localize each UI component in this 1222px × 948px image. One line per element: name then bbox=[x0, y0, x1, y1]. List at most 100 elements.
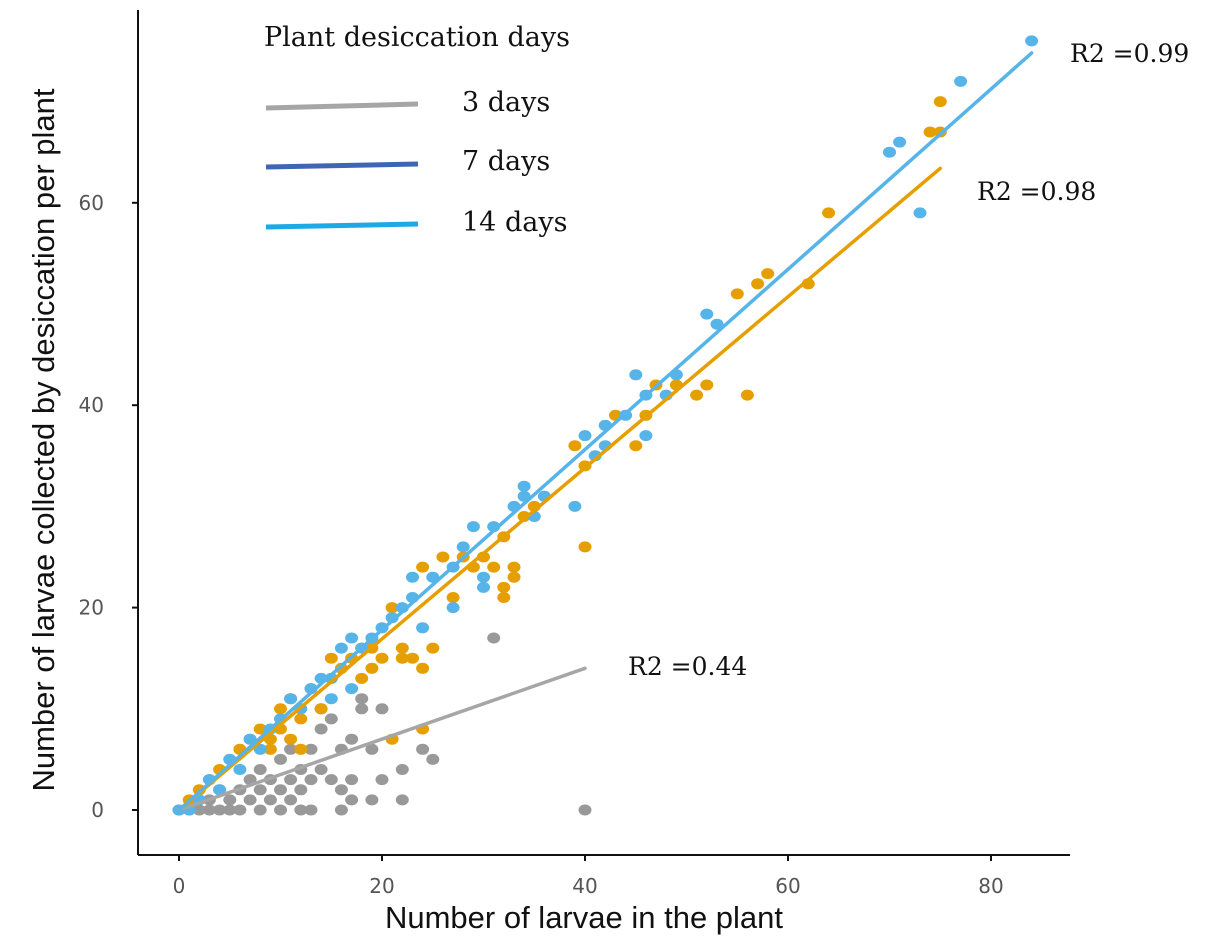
x-tick-label-60: 60 bbox=[775, 874, 800, 898]
point-3-days-8 bbox=[223, 794, 237, 806]
point-7-days-45 bbox=[497, 592, 511, 603]
point-3-days-21 bbox=[284, 794, 298, 806]
point-7-days-10 bbox=[263, 743, 277, 755]
point-3-days-43 bbox=[365, 743, 379, 755]
point-14-days-49 bbox=[639, 430, 653, 442]
point-7-days-32 bbox=[406, 652, 419, 664]
point-14-days-16 bbox=[324, 693, 338, 705]
legend: Plant desiccation days 3 days 7 days 14 … bbox=[264, 22, 570, 238]
point-14-days-6 bbox=[233, 764, 247, 775]
point-3-days-11 bbox=[243, 794, 257, 806]
x-tick-label-0: 0 bbox=[173, 874, 186, 898]
x-tick-label-20: 20 bbox=[369, 874, 394, 898]
point-7-days-42 bbox=[487, 561, 501, 573]
fit-lines bbox=[177, 51, 1034, 812]
axes bbox=[137, 10, 1070, 856]
point-7-days-61 bbox=[730, 288, 744, 300]
point-7-days-26 bbox=[365, 662, 379, 674]
legend-swatch-7-days bbox=[265, 161, 419, 170]
point-14-days-31 bbox=[456, 541, 470, 553]
y-tick-label-60: 60 bbox=[79, 191, 104, 215]
point-3-days-10 bbox=[233, 804, 247, 816]
point-3-days-26 bbox=[294, 804, 308, 816]
point-7-days-69 bbox=[933, 96, 947, 108]
point-3-days-44 bbox=[365, 794, 379, 806]
point-3-days-2 bbox=[192, 804, 206, 816]
point-7-days-60 bbox=[700, 379, 714, 391]
point-7-days-27 bbox=[375, 652, 389, 664]
point-3-days-33 bbox=[324, 774, 338, 786]
point-14-days-23 bbox=[385, 612, 399, 624]
legend-swatch-3-days bbox=[265, 101, 419, 111]
point-3-days-29 bbox=[304, 743, 318, 755]
point-7-days-28 bbox=[385, 602, 399, 614]
point-3-days-31 bbox=[314, 723, 328, 735]
point-3-days-30 bbox=[314, 764, 328, 775]
point-3-days-34 bbox=[324, 713, 338, 725]
point-3-days-41 bbox=[355, 693, 369, 705]
point-7-days-63 bbox=[751, 278, 765, 290]
data-points bbox=[172, 35, 1039, 816]
y-tick-label-0: 0 bbox=[91, 798, 104, 822]
fit-line-7-days bbox=[177, 166, 942, 812]
point-3-days-42 bbox=[355, 703, 369, 715]
y-tick-label-20: 20 bbox=[79, 596, 104, 620]
point-7-days-11 bbox=[274, 703, 287, 715]
point-14-days-41 bbox=[568, 500, 582, 512]
point-3-days-48 bbox=[395, 764, 409, 775]
point-3-days-46 bbox=[375, 703, 389, 715]
point-7-days-8 bbox=[253, 723, 267, 735]
point-7-days-44 bbox=[497, 581, 511, 593]
point-3-days-13 bbox=[253, 804, 267, 816]
point-14-days-4 bbox=[213, 784, 227, 796]
point-14-days-56 bbox=[913, 207, 927, 219]
point-3-days-6 bbox=[213, 804, 227, 816]
point-3-days-35 bbox=[334, 804, 348, 816]
point-3-days-27 bbox=[304, 804, 318, 816]
point-14-days-47 bbox=[629, 369, 643, 381]
r2-label-3-days: R2 =0.44 bbox=[628, 652, 747, 681]
point-3-days-39 bbox=[345, 733, 359, 745]
point-3-days-19 bbox=[274, 784, 287, 796]
point-14-days-55 bbox=[893, 136, 907, 148]
point-3-days-23 bbox=[284, 743, 298, 755]
point-14-days-52 bbox=[700, 308, 714, 320]
point-14-days-38 bbox=[517, 480, 531, 492]
point-14-days-58 bbox=[1025, 35, 1039, 47]
point-14-days-17 bbox=[334, 642, 348, 654]
point-14-days-26 bbox=[406, 571, 419, 583]
y-axis-title: Number of larvae collected by desiccatio… bbox=[26, 88, 61, 791]
point-14-days-42 bbox=[578, 430, 592, 442]
point-14-days-54 bbox=[883, 146, 896, 158]
point-7-days-59 bbox=[690, 389, 704, 401]
legend-label-3-days: 3 days bbox=[462, 87, 550, 118]
point-7-days-34 bbox=[416, 662, 430, 674]
point-3-days-16 bbox=[263, 794, 277, 806]
point-7-days-38 bbox=[446, 592, 460, 603]
point-7-days-18 bbox=[314, 703, 328, 715]
point-3-days-51 bbox=[487, 632, 501, 644]
point-7-days-15 bbox=[294, 743, 308, 755]
point-7-days-64 bbox=[761, 268, 775, 280]
x-tick-label-40: 40 bbox=[572, 874, 597, 898]
point-7-days-23 bbox=[355, 672, 369, 684]
point-3-days-40 bbox=[345, 794, 359, 806]
point-3-days-50 bbox=[426, 753, 440, 765]
r2-label-14-days: R2 =0.99 bbox=[1070, 39, 1189, 68]
point-14-days-34 bbox=[477, 581, 490, 593]
point-3-days-49 bbox=[416, 743, 430, 755]
y-tick-label-40: 40 bbox=[79, 393, 104, 417]
legend-label-7-days: 7 days bbox=[462, 146, 550, 177]
point-7-days-16 bbox=[294, 713, 308, 725]
point-3-days-4 bbox=[202, 804, 216, 816]
legend-label-14-days: 14 days bbox=[462, 207, 567, 238]
point-14-days-53 bbox=[710, 318, 724, 330]
point-7-days-62 bbox=[740, 389, 754, 401]
point-7-days-31 bbox=[395, 652, 409, 664]
point-7-days-36 bbox=[426, 642, 440, 654]
point-3-days-7 bbox=[223, 804, 237, 816]
point-14-days-32 bbox=[466, 521, 480, 533]
point-3-days-52 bbox=[578, 804, 592, 816]
point-3-days-22 bbox=[284, 774, 298, 786]
